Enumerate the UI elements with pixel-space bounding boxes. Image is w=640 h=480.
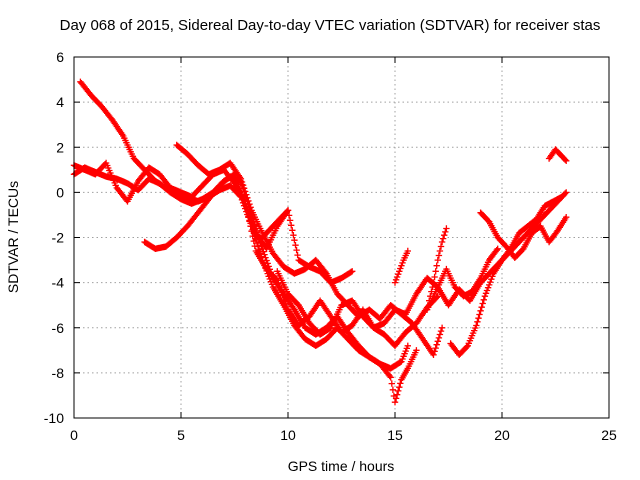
data-series-11 xyxy=(391,247,411,286)
axis-ticks: 0 5 10 15 20 25 -10 -8 -6 -4 -2 0 2 4 6 xyxy=(44,49,617,443)
data-point-markers xyxy=(426,225,450,304)
data-series-3 xyxy=(141,173,420,406)
y-tick-label: 2 xyxy=(56,139,64,155)
data-point-markers xyxy=(141,173,420,406)
x-tick-label: 20 xyxy=(494,427,510,443)
y-tick-label: 0 xyxy=(56,184,64,200)
data-series-8 xyxy=(477,209,570,261)
data-point-markers xyxy=(77,78,411,372)
chart-title: Day 068 of 2015, Sidereal Day-to-day VTE… xyxy=(60,17,601,34)
data-point-markers xyxy=(545,146,570,164)
y-axis-label: SDTVAR / TECUs xyxy=(5,181,21,293)
y-tick-label: -8 xyxy=(52,365,65,381)
data-series-13 xyxy=(259,207,292,241)
x-tick-label: 25 xyxy=(601,427,617,443)
data-point-markers xyxy=(423,245,501,313)
data-series-4 xyxy=(173,141,446,358)
data-point-markers xyxy=(447,193,566,358)
data-point-markers xyxy=(391,247,411,286)
data-point-markers xyxy=(259,207,292,241)
data-point-markers xyxy=(477,209,570,261)
y-tick-label: 4 xyxy=(56,94,64,110)
y-tick-label: -4 xyxy=(52,275,65,291)
y-tick-label: -2 xyxy=(52,230,65,246)
x-tick-label: 15 xyxy=(387,427,403,443)
data-series-10 xyxy=(545,146,570,164)
data-series-2 xyxy=(77,78,411,372)
y-tick-label: 6 xyxy=(56,49,64,65)
y-tick-label: -6 xyxy=(52,320,65,336)
data-series-9 xyxy=(423,245,501,313)
data-series-7 xyxy=(447,193,566,358)
x-axis-label: GPS time / hours xyxy=(288,458,395,474)
data-series-12 xyxy=(426,225,450,304)
x-tick-label: 5 xyxy=(177,427,185,443)
x-tick-label: 0 xyxy=(70,427,78,443)
data-points xyxy=(70,78,570,406)
x-tick-label: 10 xyxy=(280,427,296,443)
data-point-markers xyxy=(173,141,446,358)
y-tick-label: -10 xyxy=(44,410,64,426)
